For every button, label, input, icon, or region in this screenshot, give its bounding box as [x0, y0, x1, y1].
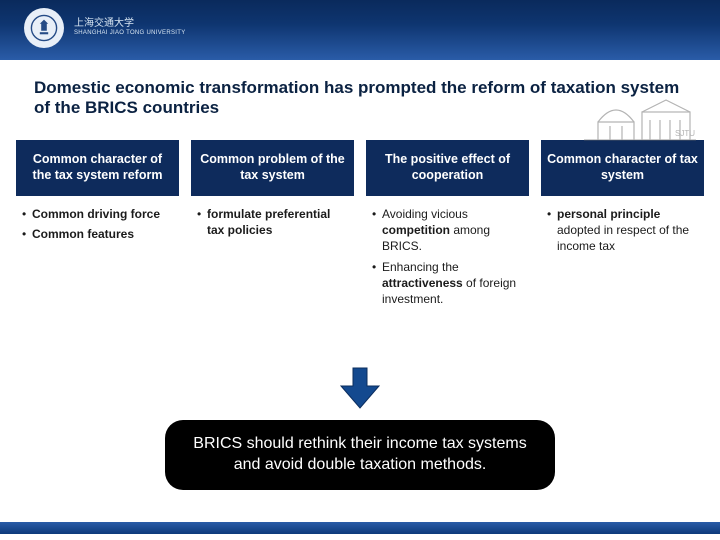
university-name: 上海交通大学 SHANGHAI JIAO TONG UNIVERSITY [74, 18, 186, 37]
svg-text:SJTU: SJTU [675, 129, 695, 138]
bullet: •personal principle adopted in respect o… [547, 206, 698, 255]
column-3-head: The positive effect of cooperation [366, 140, 529, 196]
column-2-body: •formulate preferential tax policies [191, 196, 354, 356]
column-4: Common character of tax system •personal… [541, 140, 704, 356]
footer-band [0, 522, 720, 534]
conclusion-callout: BRICS should rethink their income tax sy… [165, 420, 555, 490]
building-watermark-icon: SJTU [580, 92, 700, 147]
column-4-body: •personal principle adopted in respect o… [541, 196, 704, 356]
columns-container: Common character of the tax system refor… [0, 126, 720, 356]
university-seal-icon [24, 8, 64, 48]
top-header-band: 上海交通大学 SHANGHAI JIAO TONG UNIVERSITY [0, 0, 720, 60]
university-name-zh: 上海交通大学 [74, 18, 186, 30]
bullet: •Enhancing the attractiveness of foreign… [372, 259, 523, 308]
bullet: •formulate preferential tax policies [197, 206, 348, 238]
column-3: The positive effect of cooperation •Avoi… [366, 140, 529, 356]
university-name-en: SHANGHAI JIAO TONG UNIVERSITY [74, 30, 186, 37]
bullet: •Avoiding vicious competition among BRIC… [372, 206, 523, 255]
column-1-head: Common character of the tax system refor… [16, 140, 179, 196]
down-arrow-icon [0, 366, 720, 410]
column-3-body: •Avoiding vicious competition among BRIC… [366, 196, 529, 356]
column-2: Common problem of the tax system •formul… [191, 140, 354, 356]
bullet: •Common features [22, 226, 173, 242]
column-2-head: Common problem of the tax system [191, 140, 354, 196]
university-logo-block: 上海交通大学 SHANGHAI JIAO TONG UNIVERSITY [24, 8, 186, 48]
column-1-body: •Common driving force •Common features [16, 196, 179, 356]
column-4-head: Common character of tax system [541, 140, 704, 196]
column-1: Common character of the tax system refor… [16, 140, 179, 356]
bullet: •Common driving force [22, 206, 173, 222]
